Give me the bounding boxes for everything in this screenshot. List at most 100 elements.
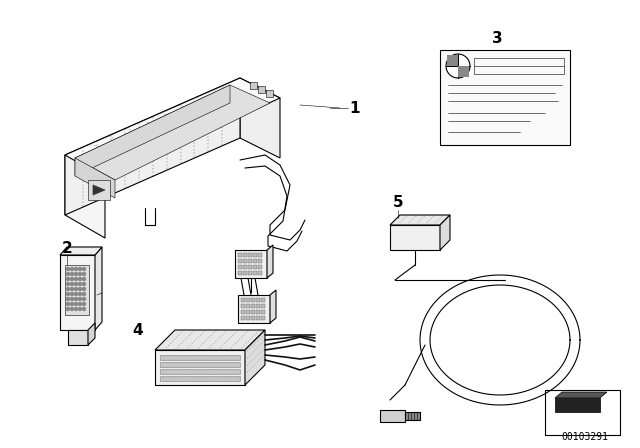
Polygon shape [160, 376, 240, 381]
Circle shape [70, 272, 74, 276]
Circle shape [83, 297, 86, 301]
Polygon shape [246, 316, 250, 320]
Polygon shape [251, 316, 255, 320]
Polygon shape [243, 271, 247, 275]
Polygon shape [258, 253, 262, 257]
Circle shape [74, 293, 77, 296]
Circle shape [70, 307, 74, 310]
Polygon shape [251, 304, 255, 308]
Circle shape [79, 302, 81, 306]
Circle shape [70, 267, 74, 271]
Circle shape [70, 277, 74, 280]
Polygon shape [241, 304, 245, 308]
Circle shape [70, 293, 74, 296]
Polygon shape [447, 55, 458, 66]
Polygon shape [248, 259, 252, 263]
Polygon shape [241, 310, 245, 314]
Polygon shape [261, 298, 265, 302]
Text: 3: 3 [492, 30, 502, 46]
Polygon shape [241, 298, 245, 302]
Polygon shape [256, 310, 260, 314]
Circle shape [79, 277, 81, 280]
Circle shape [83, 293, 86, 296]
Circle shape [83, 283, 86, 285]
Polygon shape [253, 253, 257, 257]
Polygon shape [245, 330, 265, 385]
Polygon shape [155, 350, 245, 385]
Polygon shape [458, 66, 469, 77]
Polygon shape [253, 265, 257, 269]
Polygon shape [390, 225, 440, 250]
Polygon shape [261, 310, 265, 314]
Polygon shape [243, 259, 247, 263]
Polygon shape [68, 330, 88, 345]
Polygon shape [238, 259, 242, 263]
Polygon shape [160, 362, 240, 367]
Polygon shape [267, 245, 273, 278]
Polygon shape [251, 310, 255, 314]
Polygon shape [243, 265, 247, 269]
Polygon shape [75, 85, 270, 180]
Circle shape [79, 307, 81, 310]
Circle shape [446, 54, 470, 78]
Text: 00103291: 00103291 [561, 432, 609, 442]
Circle shape [79, 267, 81, 271]
Polygon shape [160, 369, 240, 374]
Polygon shape [261, 316, 265, 320]
Circle shape [70, 297, 74, 301]
Polygon shape [75, 85, 230, 176]
Circle shape [79, 272, 81, 276]
Circle shape [67, 283, 70, 285]
Polygon shape [405, 412, 420, 420]
Circle shape [70, 302, 74, 306]
Polygon shape [380, 410, 405, 422]
Polygon shape [440, 50, 570, 145]
Circle shape [67, 297, 70, 301]
Polygon shape [241, 316, 245, 320]
Polygon shape [256, 298, 260, 302]
Polygon shape [60, 255, 95, 330]
Circle shape [74, 297, 77, 301]
Circle shape [83, 302, 86, 306]
Circle shape [83, 288, 86, 290]
Circle shape [67, 293, 70, 296]
Polygon shape [248, 271, 252, 275]
Polygon shape [440, 215, 450, 250]
Polygon shape [65, 155, 105, 238]
Circle shape [70, 283, 74, 285]
Polygon shape [95, 247, 102, 330]
Circle shape [67, 307, 70, 310]
Circle shape [74, 307, 77, 310]
Polygon shape [555, 392, 607, 398]
Polygon shape [246, 298, 250, 302]
Polygon shape [270, 290, 276, 323]
Polygon shape [160, 355, 240, 360]
Circle shape [83, 277, 86, 280]
Polygon shape [258, 86, 265, 93]
Circle shape [79, 288, 81, 290]
Text: 1: 1 [349, 100, 360, 116]
Polygon shape [238, 295, 270, 323]
Circle shape [67, 302, 70, 306]
Polygon shape [238, 253, 242, 257]
Polygon shape [88, 323, 95, 345]
Circle shape [67, 272, 70, 276]
Polygon shape [65, 78, 280, 178]
Circle shape [70, 288, 74, 290]
Polygon shape [256, 304, 260, 308]
Circle shape [74, 302, 77, 306]
Circle shape [74, 272, 77, 276]
Circle shape [67, 288, 70, 290]
Polygon shape [258, 271, 262, 275]
Polygon shape [75, 158, 115, 198]
Polygon shape [266, 90, 273, 97]
Polygon shape [246, 304, 250, 308]
Polygon shape [238, 271, 242, 275]
Polygon shape [65, 78, 240, 215]
Polygon shape [88, 180, 110, 200]
Circle shape [79, 293, 81, 296]
Polygon shape [235, 250, 267, 278]
Circle shape [67, 277, 70, 280]
Polygon shape [238, 265, 242, 269]
Polygon shape [261, 304, 265, 308]
